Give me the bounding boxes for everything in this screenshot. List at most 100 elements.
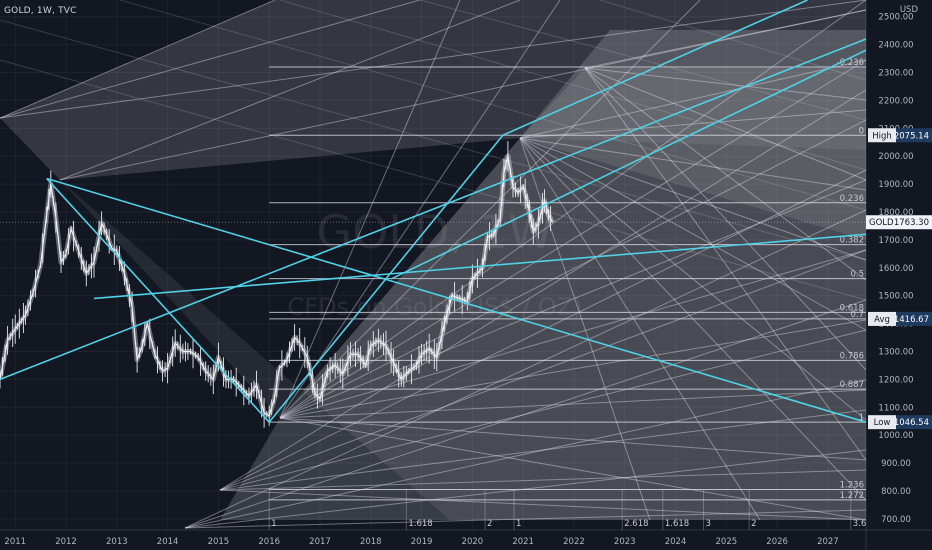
y-tick-label: 1900.00: [878, 180, 913, 190]
symbol-header[interactable]: GOLD, 1W, TVC: [4, 6, 77, 16]
fib-level-label: 0.5: [850, 270, 864, 280]
y-tick-label: 2300.00: [878, 69, 913, 79]
time-fib-label: 3.618: [853, 519, 877, 529]
trend-line[interactable]: [46, 177, 270, 423]
x-tick-label: 2021: [512, 537, 534, 547]
y-tick-label: 2400.00: [878, 41, 913, 51]
y-tick-label: 900.00: [881, 459, 911, 469]
fib-level-label: 0.618: [840, 303, 864, 313]
fan-line: [184, 209, 867, 529]
fib-level-label: 1.236: [840, 481, 864, 491]
fan-line: [0, 59, 867, 301]
price-label-value: 1046.54: [894, 418, 929, 428]
watermark: GOLD, 1W CFDs on Gold (US$ / OZ): [288, 205, 583, 321]
fan-line: [219, 249, 867, 491]
fib-level-label: 0.887: [840, 380, 864, 390]
x-tick-label: 2025: [716, 537, 738, 547]
fib-level-label: 0: [859, 126, 864, 136]
fan-line: [219, 89, 867, 491]
x-tick-label: 2015: [208, 537, 230, 547]
trend-line[interactable]: [390, 49, 867, 280]
trend-line[interactable]: [0, 38, 867, 381]
y-tick-label: 1100.00: [878, 403, 913, 413]
fan-line: [219, 409, 867, 491]
trend-line[interactable]: [93, 233, 867, 300]
x-tick-label: 2014: [157, 537, 179, 547]
time-fib-label: 1.618: [665, 519, 689, 529]
fan-line: [584, 9, 867, 69]
gann-box-top-right: [520, 68, 866, 240]
x-tick-label: 2011: [4, 537, 26, 547]
currency-label: USD: [900, 5, 919, 15]
time-fib-label: 3: [705, 519, 710, 529]
price-line[interactable]: [0, 155, 554, 417]
fan-line: [0, 0, 421, 119]
fan-line: [59, 0, 521, 181]
x-tick-label: 2016: [258, 537, 280, 547]
fan-line: [184, 449, 867, 529]
y-tick-label: 2200.00: [878, 96, 913, 106]
fib-level-label: 0.7: [850, 310, 864, 320]
y-tick-label: 2500.00: [878, 13, 913, 23]
fan-line: [279, 179, 867, 419]
last-price-value: 1763.30: [894, 218, 929, 228]
time-fib-label: 2.618: [624, 519, 648, 529]
fan-line: [519, 137, 867, 331]
fib-level-label: 0.786: [840, 351, 864, 361]
fan-line: [519, 59, 867, 139]
fan-line: [519, 109, 867, 139]
time-fib-label: 1: [271, 519, 276, 529]
price-label-value-box: [896, 415, 932, 430]
fan-line: [584, 67, 867, 371]
y-tick-label: 800.00: [881, 487, 911, 497]
trend-line[interactable]: [268, 134, 504, 423]
x-tick-label: 2017: [309, 537, 331, 547]
x-tick-label: 2024: [665, 537, 687, 547]
fan-line: [584, 67, 867, 461]
y-tick-label: 1800.00: [878, 208, 913, 218]
fan-line: [0, 19, 867, 261]
y-tick-label: 2000.00: [878, 152, 913, 162]
x-tick-label: 2020: [462, 537, 484, 547]
fan-line: [279, 0, 561, 419]
fan-line: [184, 509, 867, 529]
trend-lines[interactable]: [0, 0, 867, 423]
time-axis-panel[interactable]: [0, 530, 932, 550]
watermark-main: GOLD, 1W: [317, 205, 554, 259]
trend-line[interactable]: [46, 177, 867, 423]
x-tick-label: 2023: [614, 537, 636, 547]
fan-line: [279, 319, 867, 419]
gann-box-lower: [220, 30, 866, 520]
fan-line: [279, 417, 867, 521]
price-label-name-box: [868, 311, 896, 326]
price-axis-panel[interactable]: [866, 0, 932, 550]
price-label-name: Avg: [874, 315, 890, 325]
fan-line: [219, 489, 867, 521]
price-series[interactable]: [0, 141, 555, 428]
fan-line: [219, 469, 867, 491]
price-label-name-box: [868, 415, 896, 430]
x-tick-label: 2018: [360, 537, 382, 547]
last-price-name: GOLD: [869, 218, 894, 228]
trend-line[interactable]: [502, 0, 808, 136]
fan-line: [279, 0, 701, 419]
price-label-name: High: [872, 131, 892, 141]
fan-line: [584, 67, 867, 181]
fan-line: [519, 137, 867, 191]
x-tick-label: 2013: [106, 537, 128, 547]
price-label-name-box: [868, 128, 896, 143]
y-tick-label: 1300.00: [878, 347, 913, 357]
fan-line: [279, 0, 461, 419]
price-labels: High 2075.14 GOLD 1763.30 Avg 1416.67 Low 1046.…: [0, 128, 932, 430]
price-label-value-box: [896, 128, 932, 143]
fan-line: [279, 0, 867, 419]
y-tick-label: 1500.00: [878, 292, 913, 302]
fan-line: [184, 379, 867, 529]
fan-line: [0, 0, 276, 119]
gann-box-middle: [60, 138, 866, 520]
time-fib-label: 1.618: [408, 519, 432, 529]
fan-line: [219, 169, 867, 491]
fan-line: [59, 9, 867, 181]
